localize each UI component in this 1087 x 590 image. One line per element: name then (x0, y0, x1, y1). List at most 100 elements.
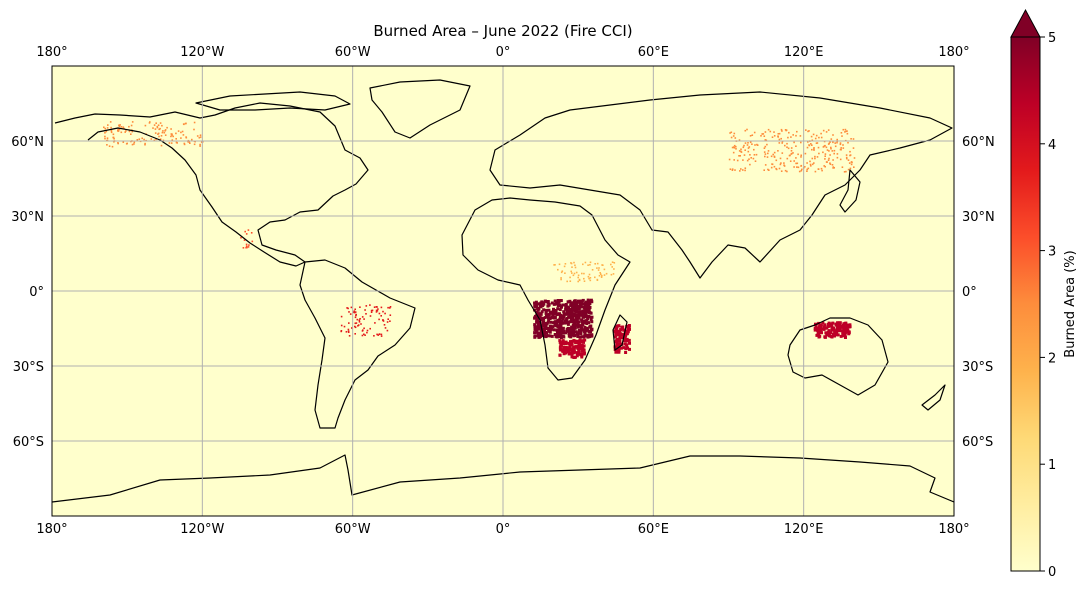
burn-pixel (347, 330, 350, 332)
burn-pixel (573, 303, 577, 307)
burn-pixel (155, 122, 157, 124)
burn-pixel (580, 355, 584, 359)
burn-pixel (563, 265, 566, 268)
burn-pixel (566, 280, 568, 283)
burn-pixel (170, 142, 173, 144)
burn-pixel (548, 330, 552, 334)
burn-pixel (551, 325, 555, 329)
burn-pixel (154, 128, 157, 130)
burn-pixel (578, 343, 581, 347)
burn-pixel (627, 338, 631, 342)
burn-pixel (781, 142, 783, 144)
burn-pixel (567, 312, 571, 316)
burn-pixel (747, 142, 749, 144)
burn-pixel (811, 144, 813, 146)
burn-pixel (575, 300, 579, 304)
burn-pixel (564, 345, 568, 349)
burn-pixel (354, 308, 356, 311)
burn-pixel (620, 327, 624, 331)
burn-pixel (191, 138, 193, 141)
burn-pixel (814, 155, 816, 158)
burn-pixel (564, 305, 568, 309)
burn-pixel (617, 348, 621, 352)
burn-pixel (786, 146, 788, 148)
burn-pixel (161, 131, 164, 134)
burn-pixel (813, 328, 817, 332)
burn-pixel (613, 268, 615, 270)
burn-pixel (533, 334, 537, 338)
burn-pixel (767, 152, 769, 155)
burn-pixel (806, 162, 808, 164)
lat-tick-label: 0° (29, 285, 44, 300)
burn-pixel (763, 147, 766, 149)
burn-pixel (556, 334, 560, 338)
burn-pixel (570, 262, 573, 265)
burn-pixel (804, 152, 807, 155)
burn-pixel (584, 308, 588, 312)
burn-pixel (543, 325, 547, 329)
burn-pixel (744, 167, 747, 169)
burn-pixel (357, 325, 359, 327)
burn-pixel (825, 161, 828, 163)
burn-pixel (832, 166, 835, 168)
burn-pixel (572, 338, 576, 342)
burn-pixel (189, 142, 191, 144)
burn-pixel (106, 137, 109, 139)
burn-pixel (361, 334, 364, 337)
burn-pixel (809, 160, 811, 163)
burn-pixel (125, 143, 128, 145)
burn-pixel (781, 140, 784, 143)
burn-pixel (847, 168, 850, 171)
burn-pixel (359, 318, 361, 320)
burn-pixel (112, 136, 115, 139)
burn-pixel (541, 320, 545, 324)
burn-pixel (104, 127, 106, 130)
burn-pixel (569, 330, 573, 334)
madagascar-coast (612, 314, 628, 351)
burn-pixel (824, 145, 826, 147)
burn-pixel (389, 307, 391, 309)
burn-pixel (559, 332, 563, 336)
burn-pixel (752, 157, 755, 160)
burn-pixel (742, 169, 744, 171)
burn-pixel (182, 123, 185, 125)
burn-pixel (557, 268, 559, 271)
burn-pixel (553, 309, 557, 312)
burn-pixel (118, 128, 121, 131)
burn-pixel (561, 270, 564, 272)
burn-pixel (560, 278, 562, 281)
burn-pixel (827, 333, 831, 337)
burn-pixel (547, 313, 551, 316)
burn-pixel (565, 309, 569, 313)
burn-pixel (199, 134, 202, 136)
burn-pixel (733, 147, 736, 149)
burn-pixel (559, 348, 563, 352)
burn-pixel (533, 316, 537, 320)
burn-pixel (546, 320, 550, 324)
burn-pixel (617, 350, 621, 354)
burn-pixel (587, 309, 591, 313)
burn-pixel (581, 345, 585, 349)
burn-pixel (735, 148, 737, 150)
burn-pixel (570, 355, 574, 358)
burn-pixel (804, 166, 806, 168)
burn-pixel (739, 170, 741, 172)
burn-pixel (569, 280, 572, 282)
burn-pixel (106, 139, 109, 142)
burn-pixel (117, 142, 119, 144)
burn-pixel (564, 307, 568, 311)
burn-pixel (378, 333, 381, 336)
burn-pixel (559, 322, 562, 326)
burn-pixel (160, 144, 163, 147)
burn-pixel (836, 153, 839, 155)
burn-pixel (813, 149, 815, 151)
burn-pixel (104, 135, 106, 138)
burn-pixel (588, 302, 592, 306)
burned-area-layer (103, 121, 856, 359)
burn-pixel (349, 313, 352, 315)
burn-pixel (581, 315, 585, 319)
burn-pixel (733, 159, 735, 161)
lat-tick-label: 30°N (11, 210, 44, 225)
burn-pixel (831, 150, 834, 152)
